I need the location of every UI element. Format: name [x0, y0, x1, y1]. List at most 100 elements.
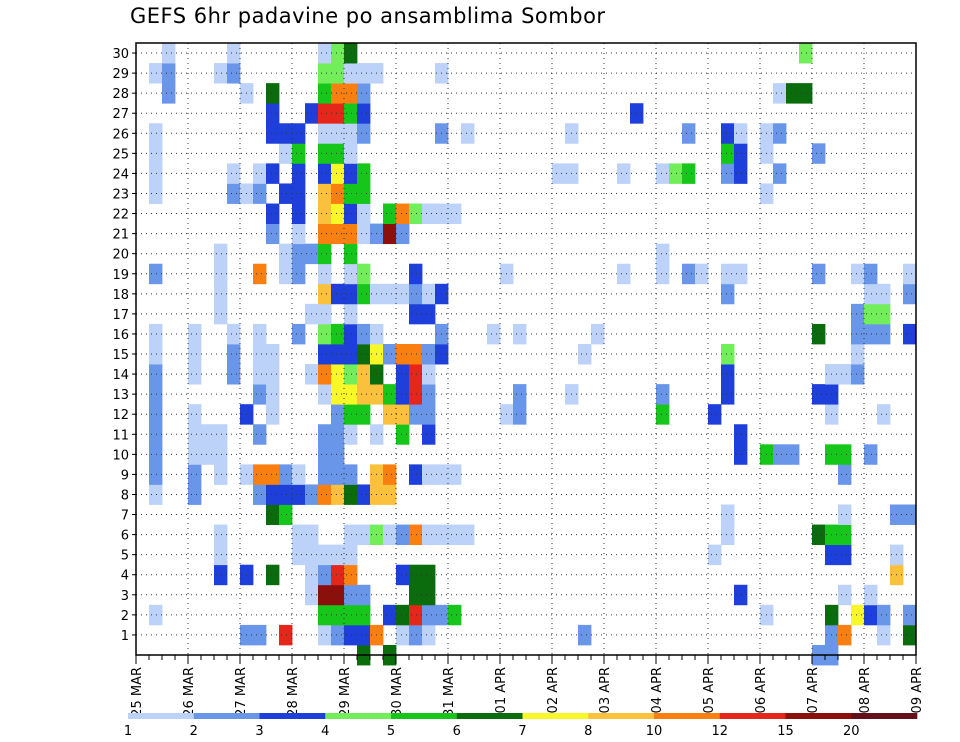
heatmap-cell: [331, 604, 345, 626]
heatmap-cell: [188, 444, 202, 465]
heatmap-cell: [253, 624, 267, 646]
heatmap-cell: [266, 404, 280, 425]
y-tick-label: 18: [112, 288, 129, 303]
heatmap-cell: [357, 343, 371, 365]
heatmap-cell: [409, 464, 423, 485]
heatmap-cell: [357, 163, 371, 184]
heatmap-cell: [149, 143, 163, 164]
heatmap-cell: [799, 43, 813, 64]
heatmap-cell: [266, 484, 280, 505]
heatmap-cell: [851, 343, 865, 365]
heatmap-cell: [409, 584, 423, 606]
heatmap-cell: [448, 464, 462, 485]
y-tick-label: 14: [112, 368, 129, 383]
colorbar-tick-label: 3: [255, 724, 263, 739]
y-tick-label: 8: [121, 488, 129, 503]
heatmap-cell: [149, 424, 163, 445]
heatmap-cell: [721, 263, 735, 285]
y-tick-label: 26: [112, 127, 129, 142]
y-tick-label: 27: [112, 107, 129, 122]
x-tick-label: 31 MAR: [442, 667, 457, 717]
heatmap-cell: [318, 424, 332, 445]
heatmap-cell: [682, 263, 696, 285]
heatmap-cell: [422, 364, 436, 385]
heatmap-cell: [279, 243, 293, 265]
heatmap-cell: [279, 183, 293, 204]
heatmap-cell: [318, 43, 332, 64]
x-tick-label: 07 APR: [806, 667, 821, 713]
heatmap-cell: [812, 323, 826, 345]
colorbar-swatch: [391, 713, 458, 719]
y-tick-label: 24: [112, 167, 129, 182]
heatmap-cell: [266, 464, 280, 485]
heatmap-cell: [357, 384, 371, 405]
heatmap-cell: [331, 63, 345, 84]
x-tick-label: 01 APR: [494, 667, 509, 713]
heatmap-cell: [357, 123, 371, 144]
heatmap-cell: [344, 143, 358, 164]
y-tick-label: 6: [121, 529, 129, 544]
heatmap-cell: [656, 243, 670, 265]
heatmap-cell: [331, 223, 345, 245]
heatmap-cell: [292, 484, 306, 505]
heatmap-cell: [877, 303, 891, 325]
heatmap-cell: [409, 524, 423, 546]
heatmap-cell: [396, 564, 410, 586]
heatmap-cell: [292, 243, 306, 265]
heatmap-cell: [708, 404, 722, 425]
heatmap-cell: [734, 263, 748, 285]
heatmap-cell: [734, 444, 748, 465]
heatmap-cell: [578, 624, 592, 646]
y-tick-label: 29: [112, 67, 129, 82]
heatmap-cell: [656, 404, 670, 425]
heatmap-cell: [383, 524, 397, 546]
heatmap-cell: [279, 263, 293, 285]
heatmap-cell: [227, 43, 241, 64]
heatmap-cell: [838, 624, 852, 646]
heatmap-cell: [266, 564, 280, 586]
heatmap-cell: [344, 123, 358, 144]
heatmap-cell: [552, 163, 566, 184]
heatmap-cell: [318, 444, 332, 465]
heatmap-cell: [851, 364, 865, 385]
heatmap-cell: [331, 123, 345, 144]
heatmap-cell: [149, 364, 163, 385]
heatmap-cell: [409, 384, 423, 405]
heatmap-cell: [812, 143, 826, 164]
colorbar-tick-label: 4: [321, 724, 329, 739]
heatmap-cell: [266, 364, 280, 385]
heatmap-cell: [409, 343, 423, 365]
heatmap-cell: [344, 604, 358, 626]
heatmap-cell: [162, 83, 176, 104]
heatmap-cell: [149, 163, 163, 184]
x-tick-label: 29 MAR: [338, 667, 353, 717]
heatmap-cell: [383, 283, 397, 305]
heatmap-cell: [812, 263, 826, 285]
colorbar-tick-label: 20: [843, 724, 860, 739]
heatmap-cell: [409, 364, 423, 385]
heatmap-cell: [383, 464, 397, 485]
heatmap-cell: [838, 464, 852, 485]
heatmap-cell: [838, 504, 852, 525]
heatmap-cell: [877, 604, 891, 626]
heatmap-cell: [331, 424, 345, 445]
heatmap-cell: [214, 303, 228, 325]
x-tick-label: 02 APR: [546, 667, 561, 713]
heatmap-cell: [214, 283, 228, 305]
heatmap-cell: [786, 83, 800, 104]
y-tick-label: 4: [121, 569, 129, 584]
heatmap-cell: [331, 43, 345, 64]
y-tick-label: 15: [112, 348, 129, 363]
heatmap-cell: [331, 203, 345, 224]
colorbar-tick-label: 1: [124, 724, 132, 739]
heatmap-cell: [188, 343, 202, 365]
heatmap-cell: [383, 604, 397, 626]
heatmap-cell: [292, 464, 306, 485]
heatmap-cell: [292, 524, 306, 546]
heatmap-cell: [383, 384, 397, 405]
heatmap-cell: [422, 404, 436, 425]
heatmap-cell: [721, 524, 735, 546]
heatmap-cell: [734, 424, 748, 445]
heatmap-cell: [253, 464, 267, 485]
